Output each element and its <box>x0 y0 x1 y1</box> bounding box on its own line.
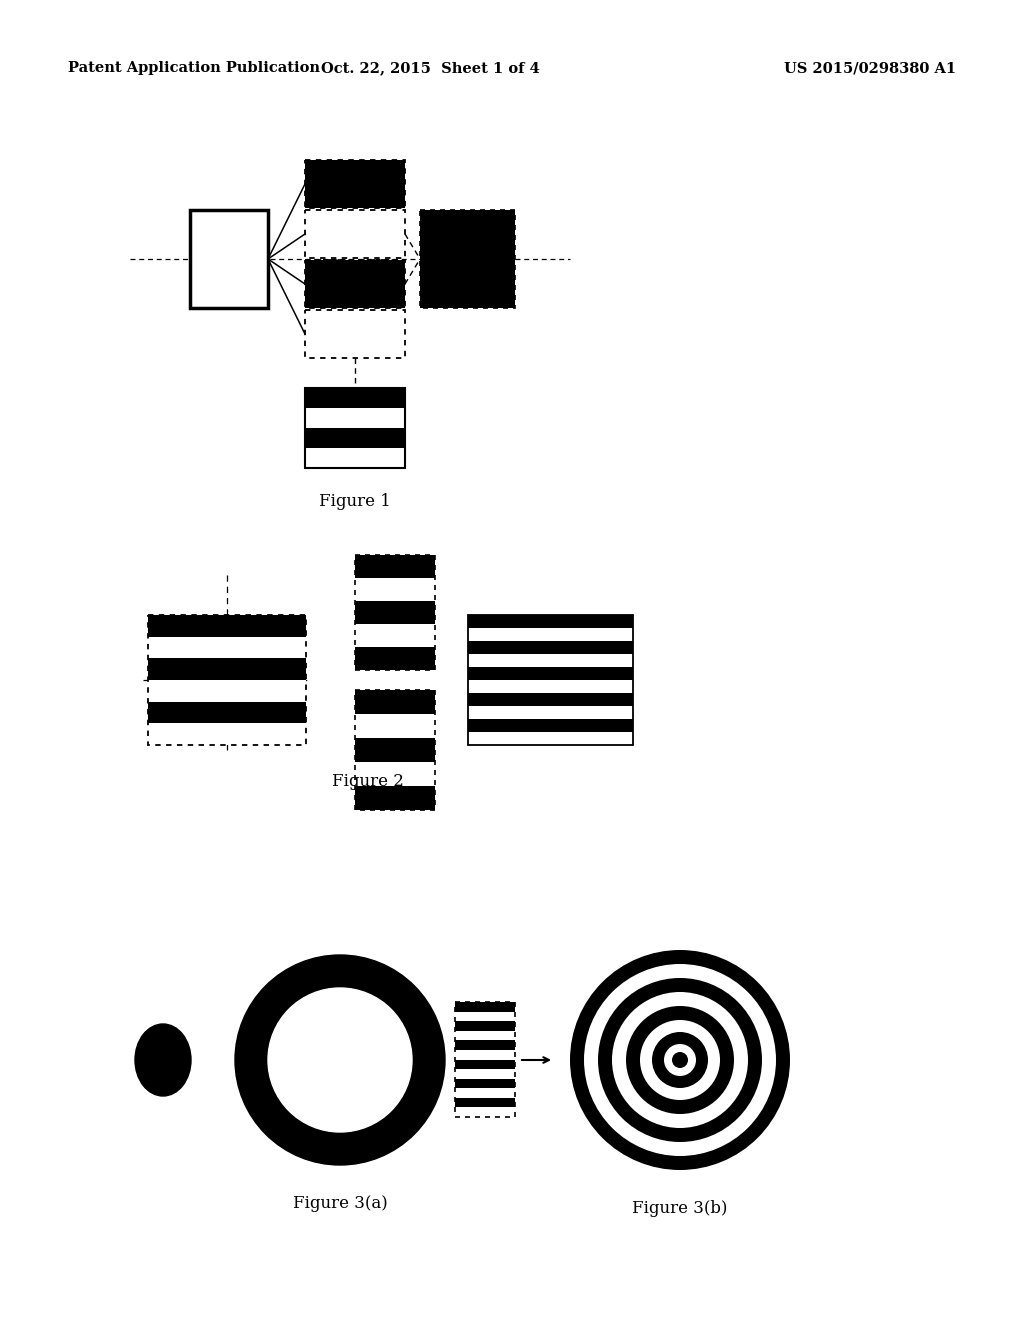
Bar <box>305 408 406 428</box>
Bar <box>455 1022 515 1031</box>
Bar <box>468 680 633 693</box>
Bar <box>455 1078 515 1088</box>
Bar <box>468 667 633 680</box>
Bar <box>305 210 406 257</box>
Bar <box>148 723 306 744</box>
Bar <box>355 624 435 647</box>
Bar <box>420 210 515 308</box>
Circle shape <box>584 964 776 1156</box>
Bar <box>148 659 306 680</box>
Bar <box>305 447 406 469</box>
Bar <box>190 210 268 308</box>
Circle shape <box>598 978 762 1142</box>
Bar <box>455 1098 515 1107</box>
Bar <box>468 719 633 733</box>
Circle shape <box>626 1006 734 1114</box>
Bar <box>148 680 306 702</box>
Bar <box>355 738 435 762</box>
Bar <box>148 702 306 723</box>
Bar <box>355 714 435 738</box>
Circle shape <box>640 1020 720 1100</box>
Bar <box>355 601 435 624</box>
Bar <box>455 1088 515 1098</box>
Text: US 2015/0298380 A1: US 2015/0298380 A1 <box>784 61 956 75</box>
Bar <box>305 310 406 358</box>
Bar <box>468 693 633 706</box>
Bar <box>148 615 306 636</box>
Bar <box>468 706 633 719</box>
Circle shape <box>268 987 412 1133</box>
Bar <box>468 628 633 642</box>
Bar <box>355 554 435 578</box>
Circle shape <box>612 993 748 1129</box>
Bar <box>355 647 435 671</box>
Bar <box>305 428 406 447</box>
Bar <box>455 1040 515 1049</box>
Circle shape <box>570 950 790 1170</box>
Circle shape <box>672 1052 688 1068</box>
Bar <box>455 1011 515 1022</box>
Text: Figure 1: Figure 1 <box>319 492 391 510</box>
Bar <box>305 388 406 469</box>
Ellipse shape <box>135 1024 191 1096</box>
Bar <box>305 310 406 358</box>
Text: Figure 3(a): Figure 3(a) <box>293 1195 387 1212</box>
Text: Oct. 22, 2015  Sheet 1 of 4: Oct. 22, 2015 Sheet 1 of 4 <box>321 61 540 75</box>
Bar <box>355 762 435 785</box>
Bar <box>468 642 633 653</box>
Bar <box>355 578 435 601</box>
Circle shape <box>664 1044 696 1076</box>
Bar <box>468 615 633 744</box>
Bar <box>468 733 633 744</box>
Bar <box>305 160 406 209</box>
Bar <box>455 1107 515 1117</box>
Bar <box>420 210 515 308</box>
Text: Figure 2: Figure 2 <box>332 774 403 789</box>
Bar <box>355 690 435 714</box>
Bar <box>468 653 633 667</box>
Bar <box>455 1031 515 1040</box>
Bar <box>455 1002 515 1011</box>
Bar <box>305 260 406 308</box>
Bar <box>455 1060 515 1069</box>
Bar <box>305 388 406 408</box>
Bar <box>455 1049 515 1060</box>
Bar <box>148 636 306 659</box>
Circle shape <box>652 1032 708 1088</box>
Bar <box>455 1002 515 1117</box>
Text: Patent Application Publication: Patent Application Publication <box>68 61 319 75</box>
Bar <box>305 210 406 257</box>
Text: Figure 3(b): Figure 3(b) <box>632 1200 728 1217</box>
Bar <box>468 615 633 628</box>
Bar <box>305 260 406 308</box>
Bar <box>355 554 435 671</box>
Bar <box>355 785 435 810</box>
Bar <box>355 690 435 810</box>
Bar <box>305 160 406 209</box>
Bar <box>455 1069 515 1078</box>
Circle shape <box>234 954 445 1166</box>
Bar <box>148 615 306 744</box>
